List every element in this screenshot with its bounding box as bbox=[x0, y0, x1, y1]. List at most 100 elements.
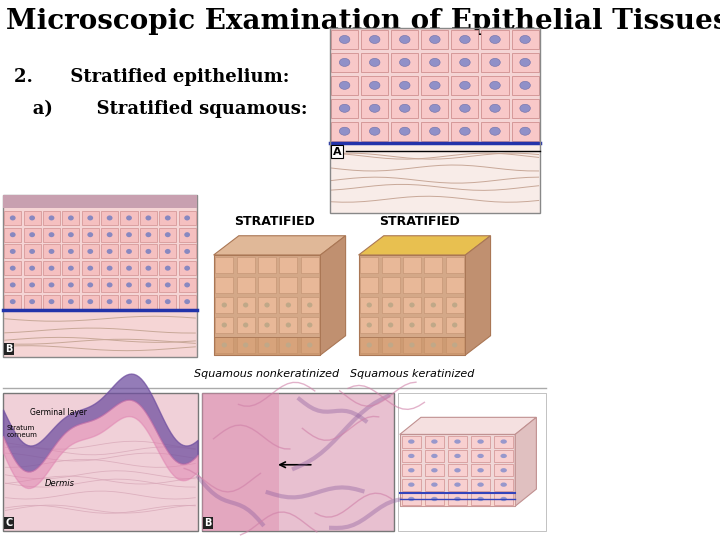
Ellipse shape bbox=[431, 342, 436, 348]
Ellipse shape bbox=[126, 299, 132, 304]
Ellipse shape bbox=[490, 104, 500, 112]
Bar bbox=[63, 228, 79, 242]
Bar bbox=[403, 276, 421, 293]
Bar bbox=[482, 76, 508, 95]
Bar bbox=[361, 99, 388, 118]
Bar bbox=[120, 278, 138, 292]
Ellipse shape bbox=[454, 468, 461, 472]
Ellipse shape bbox=[430, 104, 440, 112]
Bar bbox=[4, 245, 22, 259]
Bar bbox=[120, 228, 138, 242]
Bar bbox=[4, 228, 22, 242]
Polygon shape bbox=[214, 255, 320, 355]
Ellipse shape bbox=[369, 58, 380, 66]
Bar bbox=[330, 143, 540, 213]
Ellipse shape bbox=[126, 282, 132, 287]
Ellipse shape bbox=[68, 215, 73, 220]
Text: Squamous nonkeratinized: Squamous nonkeratinized bbox=[194, 369, 340, 379]
Bar bbox=[482, 99, 508, 118]
Bar bbox=[179, 295, 196, 309]
Ellipse shape bbox=[126, 249, 132, 254]
Ellipse shape bbox=[490, 58, 500, 66]
Ellipse shape bbox=[500, 468, 507, 472]
Bar bbox=[43, 228, 60, 242]
Ellipse shape bbox=[452, 302, 457, 307]
Ellipse shape bbox=[264, 322, 270, 327]
Bar bbox=[120, 295, 138, 309]
Ellipse shape bbox=[400, 82, 410, 89]
Bar bbox=[361, 76, 388, 95]
Bar bbox=[424, 256, 442, 273]
Ellipse shape bbox=[184, 282, 190, 287]
Bar bbox=[403, 296, 421, 313]
Ellipse shape bbox=[520, 58, 531, 66]
Bar bbox=[237, 336, 255, 353]
Bar bbox=[361, 53, 388, 72]
Ellipse shape bbox=[408, 468, 415, 472]
Bar bbox=[120, 261, 138, 275]
Bar bbox=[471, 436, 490, 448]
Bar bbox=[24, 211, 40, 225]
Text: Stratum
corneum: Stratum corneum bbox=[7, 425, 37, 438]
Bar bbox=[360, 296, 378, 313]
Bar bbox=[512, 30, 539, 49]
Bar bbox=[140, 245, 157, 259]
Bar bbox=[391, 99, 418, 118]
Bar bbox=[101, 278, 118, 292]
Ellipse shape bbox=[400, 127, 410, 135]
Ellipse shape bbox=[307, 342, 312, 348]
Ellipse shape bbox=[87, 299, 93, 304]
Ellipse shape bbox=[286, 302, 291, 307]
Ellipse shape bbox=[145, 249, 151, 254]
Bar bbox=[391, 122, 418, 141]
Bar bbox=[330, 28, 540, 143]
Bar bbox=[63, 211, 79, 225]
Text: C: C bbox=[5, 518, 12, 528]
Bar bbox=[24, 228, 40, 242]
Bar bbox=[494, 478, 513, 491]
Bar bbox=[159, 261, 176, 275]
Bar bbox=[494, 436, 513, 448]
Ellipse shape bbox=[431, 302, 436, 307]
Ellipse shape bbox=[87, 266, 93, 271]
Text: B: B bbox=[5, 344, 13, 354]
Bar bbox=[403, 336, 421, 353]
Ellipse shape bbox=[388, 322, 393, 327]
Ellipse shape bbox=[339, 104, 350, 112]
Bar bbox=[331, 53, 358, 72]
Ellipse shape bbox=[369, 82, 380, 89]
Ellipse shape bbox=[48, 215, 55, 220]
Ellipse shape bbox=[184, 266, 190, 271]
Ellipse shape bbox=[68, 232, 73, 237]
Polygon shape bbox=[320, 236, 346, 355]
Ellipse shape bbox=[431, 440, 438, 444]
Ellipse shape bbox=[48, 249, 55, 254]
Bar bbox=[402, 436, 421, 448]
Bar bbox=[215, 256, 233, 273]
Ellipse shape bbox=[430, 36, 440, 44]
Ellipse shape bbox=[490, 36, 500, 44]
Bar bbox=[382, 316, 400, 333]
Polygon shape bbox=[359, 255, 465, 355]
Bar bbox=[179, 245, 196, 259]
Bar bbox=[159, 278, 176, 292]
Ellipse shape bbox=[48, 299, 55, 304]
Bar bbox=[331, 30, 358, 49]
Polygon shape bbox=[465, 236, 490, 355]
Bar bbox=[424, 276, 442, 293]
Ellipse shape bbox=[68, 266, 73, 271]
Ellipse shape bbox=[520, 104, 531, 112]
Ellipse shape bbox=[408, 497, 415, 501]
Bar bbox=[140, 295, 157, 309]
Ellipse shape bbox=[500, 482, 507, 487]
Bar bbox=[3, 195, 197, 208]
Ellipse shape bbox=[286, 322, 291, 327]
Ellipse shape bbox=[222, 342, 227, 348]
Bar bbox=[159, 211, 176, 225]
Ellipse shape bbox=[165, 299, 171, 304]
Text: Dermis: Dermis bbox=[45, 478, 75, 488]
Bar bbox=[301, 256, 319, 273]
Bar bbox=[159, 295, 176, 309]
Bar bbox=[360, 336, 378, 353]
Ellipse shape bbox=[145, 299, 151, 304]
